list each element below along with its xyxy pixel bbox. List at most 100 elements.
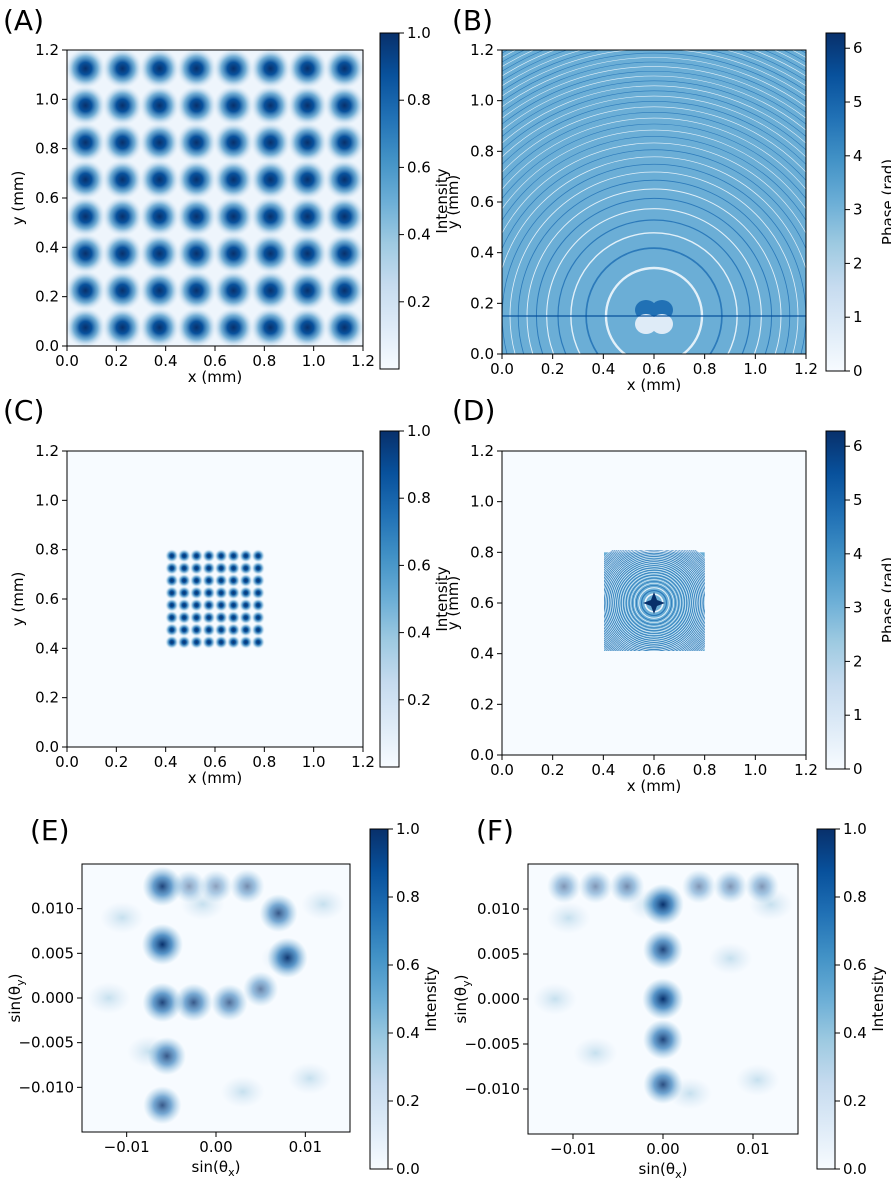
phase-ring bbox=[502, 71, 806, 125]
x-tick-label: 0.0 bbox=[55, 352, 79, 370]
heatmap-content bbox=[65, 48, 365, 348]
intensity-spot bbox=[102, 270, 143, 311]
intensity-spot bbox=[214, 635, 228, 649]
intensity-spot bbox=[213, 196, 254, 237]
intensity-spot bbox=[165, 586, 179, 600]
intensity-spot bbox=[177, 586, 191, 600]
phase-ring bbox=[605, 554, 703, 651]
y-axis-label-main: sin(θ bbox=[6, 986, 24, 1023]
colorbar-tick-label: 0.8 bbox=[843, 888, 867, 906]
colorbar-gradient bbox=[369, 828, 389, 1170]
x-tick-label: −0.01 bbox=[550, 1140, 596, 1158]
y-tick-label: 1.0 bbox=[470, 92, 494, 110]
intensity-spot bbox=[250, 270, 291, 311]
intensity-spot bbox=[139, 122, 180, 163]
x-tick-label: 0.01 bbox=[736, 1140, 769, 1158]
y-tick-label: 0.005 bbox=[477, 945, 520, 963]
panel-label: (B) bbox=[452, 4, 493, 37]
intensity-spot bbox=[287, 307, 328, 348]
x-tick-label: 0.4 bbox=[154, 352, 178, 370]
intensity-spot bbox=[324, 48, 365, 89]
phase-ring bbox=[502, 156, 806, 271]
intensity-blob bbox=[609, 869, 645, 904]
colorbar-tick-label: 0.6 bbox=[843, 956, 867, 974]
intensity-spot bbox=[226, 610, 241, 625]
colorbar-tick-label: 5 bbox=[853, 491, 863, 509]
panel-label: (F) bbox=[476, 814, 514, 847]
intensity-spot bbox=[226, 635, 241, 649]
y-tick-label: 0.6 bbox=[470, 594, 494, 612]
intensity-blob bbox=[199, 869, 233, 903]
x-tick-label: 0.8 bbox=[693, 360, 717, 378]
phase-ring bbox=[502, 101, 806, 165]
intensity-spot bbox=[102, 159, 143, 200]
colorbar-tick-label: 0.2 bbox=[407, 293, 431, 311]
intensity-spot bbox=[65, 270, 106, 311]
intensity-blob bbox=[267, 937, 308, 979]
intensity-spot bbox=[139, 270, 180, 311]
intensity-spot bbox=[239, 573, 253, 588]
y-tick-label: −0.010 bbox=[18, 1078, 74, 1096]
phase-ring bbox=[612, 561, 696, 645]
panel-label: (D) bbox=[452, 394, 495, 427]
intensity-spot bbox=[177, 561, 191, 575]
phase-ring bbox=[607, 556, 701, 650]
colorbar-label: Intensity bbox=[869, 966, 887, 1031]
x-tick-label: 0.6 bbox=[203, 352, 227, 370]
y-tick-label: 0.000 bbox=[31, 989, 74, 1007]
intensity-spot bbox=[287, 159, 328, 200]
intensity-spot bbox=[251, 586, 265, 600]
intensity-blob bbox=[174, 983, 213, 1022]
intensity-spot bbox=[202, 598, 216, 612]
x-tick-label: 0.0 bbox=[55, 753, 79, 771]
x-tick-label: 0.0 bbox=[490, 360, 514, 378]
intensity-spot bbox=[251, 610, 265, 625]
x-tick-label: 0.8 bbox=[252, 352, 276, 370]
phase-ring bbox=[502, 106, 806, 173]
intensity-spot bbox=[213, 85, 254, 126]
intensity-spot bbox=[214, 573, 228, 588]
intensity-spot bbox=[324, 233, 365, 274]
intensity-spot bbox=[165, 635, 179, 649]
colorbar-label: Intensity bbox=[422, 966, 440, 1031]
intensity-spot bbox=[202, 561, 216, 575]
intensity-spot bbox=[202, 573, 216, 588]
x-axis-label: sin(θx) bbox=[639, 1160, 688, 1181]
colorbar-tick-label: 0.2 bbox=[407, 691, 431, 709]
phase-ring bbox=[502, 90, 806, 151]
intensity-spot bbox=[65, 122, 106, 163]
y-tick-label: 0.005 bbox=[31, 944, 74, 962]
intensity-spot bbox=[214, 549, 228, 563]
phase-ring bbox=[604, 552, 705, 651]
intensity-spot bbox=[250, 159, 291, 200]
intensity-blob bbox=[643, 1064, 683, 1105]
intensity-blob bbox=[211, 984, 248, 1021]
intensity-spot bbox=[177, 623, 191, 637]
y-tick-label: 0.2 bbox=[470, 294, 494, 312]
colorbar: 0.2 0.4 0.6 0.8 1.0 Intensity bbox=[379, 422, 451, 768]
intensity-spot bbox=[65, 85, 106, 126]
x-tick-label: 0.00 bbox=[646, 1140, 679, 1158]
intensity-blob bbox=[142, 866, 183, 907]
phase-ring bbox=[613, 562, 695, 644]
intensity-spot bbox=[287, 233, 328, 274]
colorbar-tick-label: 0 bbox=[853, 362, 863, 380]
intensity-spot bbox=[324, 307, 365, 348]
intensity-spot bbox=[226, 561, 241, 575]
y-tick-label: −0.005 bbox=[18, 1034, 74, 1052]
intensity-spot bbox=[177, 598, 191, 612]
intensity-spot bbox=[251, 573, 265, 588]
colorbar-tick-label: 1.0 bbox=[843, 820, 867, 838]
y-tick-label: 0.010 bbox=[477, 900, 520, 918]
intensity-blob bbox=[744, 869, 780, 904]
intensity-spot bbox=[251, 549, 265, 563]
panel-C: (C) 0.0 0.2 0.4 0.6 0.8 1.0 1.2 0.0 0.2 0.4 0.6 0.8 1… bbox=[3, 394, 451, 787]
colorbar-tick-label: 1.0 bbox=[407, 422, 431, 440]
panel-F: (F) −0.01 0.00 0.01 −0.010 −0.005 0.000 0.005 0.… bbox=[452, 814, 887, 1181]
intensity-spot bbox=[214, 598, 228, 612]
panel-A: (A) 0.0 0.2 0.4 0.6 0.8 1.0 1.2 0.0 0.2 0.4 0.6 0.8 1… bbox=[3, 4, 451, 386]
x-tick-label: 0.2 bbox=[104, 753, 128, 771]
x-tick-label: 0.01 bbox=[289, 1138, 322, 1156]
intensity-spot bbox=[287, 270, 328, 311]
intensity-blob bbox=[147, 1036, 187, 1076]
